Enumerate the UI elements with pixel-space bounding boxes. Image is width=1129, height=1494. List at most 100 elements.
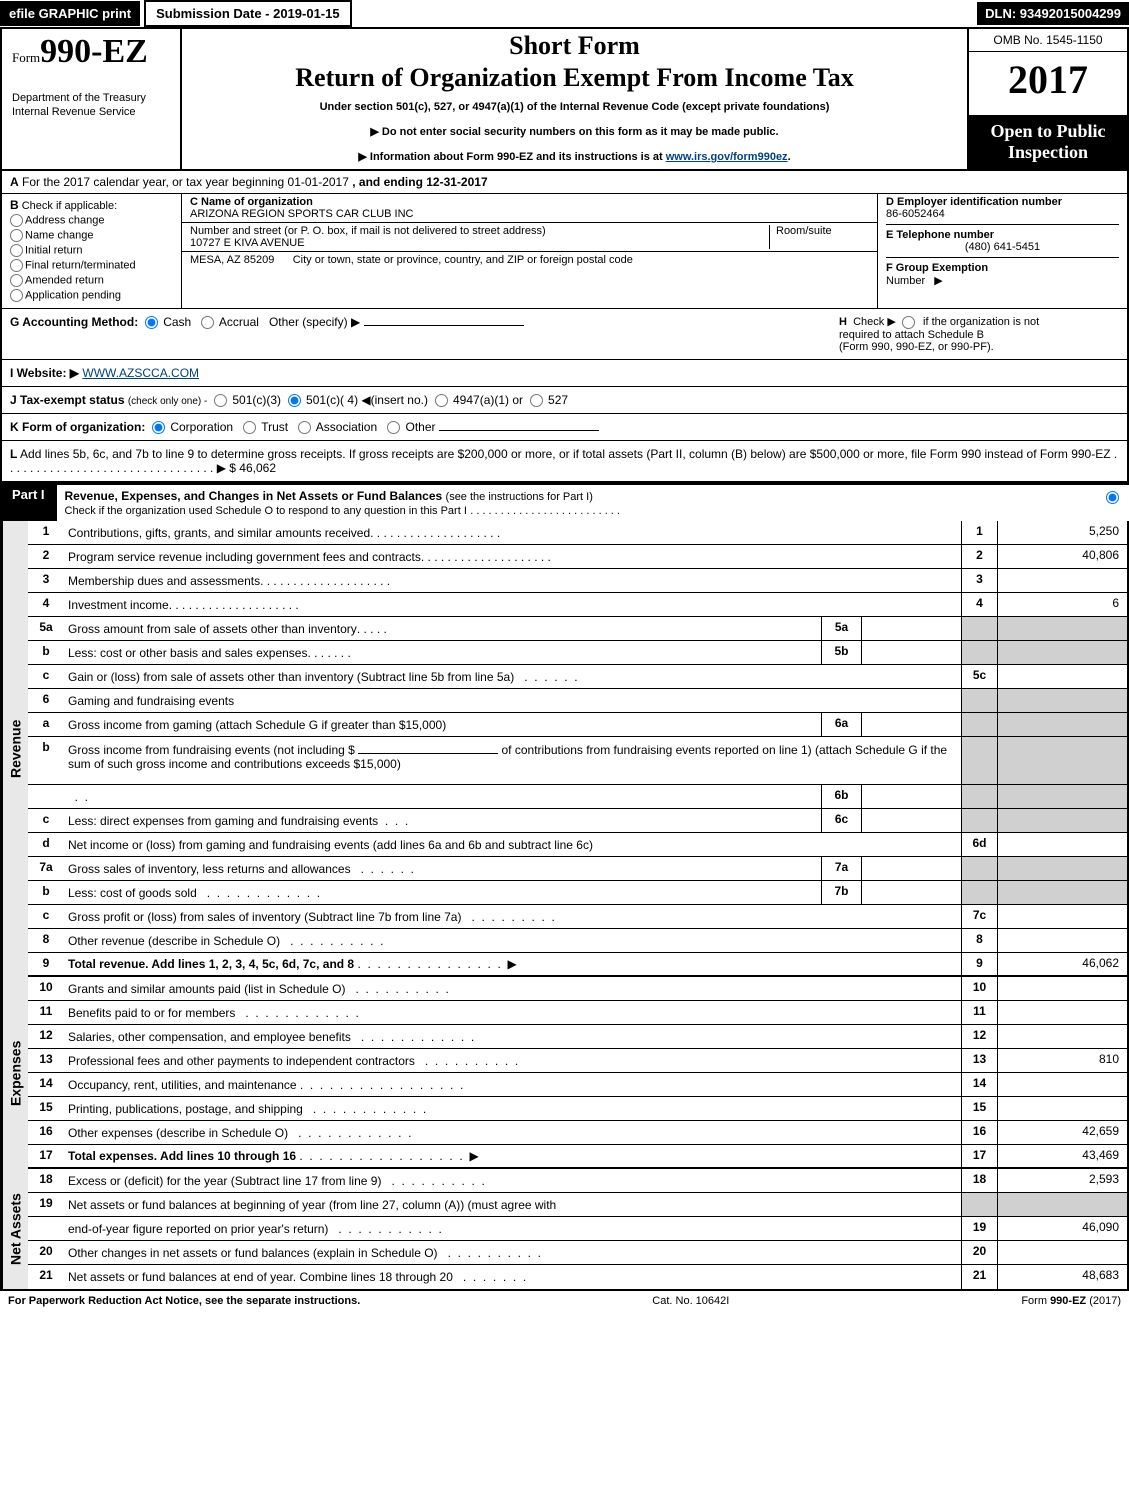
line-6c: c Less: direct expenses from gaming and …: [28, 809, 1127, 833]
form-prefix: Form: [12, 50, 40, 65]
ln-16-desc: Other expenses (describe in Schedule O) …: [64, 1121, 961, 1144]
radio-trust[interactable]: [243, 421, 256, 434]
instructions-link[interactable]: www.irs.gov/form990ez: [666, 151, 788, 163]
ln-5b-num: b: [28, 641, 64, 664]
tax-year: 2017: [969, 52, 1127, 107]
box-c-wrap: C Name of organization ARIZONA REGION SP…: [182, 194, 877, 308]
footer-right-post: (2017): [1086, 1295, 1121, 1307]
line-19a: 19 Net assets or fund balances at beginn…: [28, 1193, 1127, 1217]
part1-check-text: Check if the organization used Schedule …: [65, 505, 467, 517]
form-page: efile GRAPHIC print Submission Date - 20…: [0, 0, 1129, 1311]
ln-15-desc: Printing, publications, postage, and shi…: [64, 1097, 961, 1120]
ln-6-shadebox: [961, 689, 997, 712]
radio-accrual[interactable]: [201, 316, 214, 329]
line-11: 11 Benefits paid to or for members . . .…: [28, 1001, 1127, 1025]
g-accounting: G Accounting Method: Cash Accrual Other …: [10, 315, 839, 329]
chk-final-return: Final return/terminated: [10, 259, 173, 272]
radio-corp[interactable]: [152, 421, 165, 434]
radio-527[interactable]: [530, 394, 543, 407]
website-link[interactable]: WWW.AZSCCA.COM: [82, 366, 199, 380]
ln-6b-desc2: . .: [64, 785, 821, 808]
section-a-end: , and ending 12-31-2017: [352, 175, 487, 189]
radio-501c4[interactable]: [288, 394, 301, 407]
radio-h-check[interactable]: [902, 316, 915, 329]
efile-print-button[interactable]: efile GRAPHIC print: [0, 1, 140, 26]
line-5c: c Gain or (loss) from sale of assets oth…: [28, 665, 1127, 689]
part1-sub: (see the instructions for Part I): [446, 491, 593, 503]
dept-line2: Internal Revenue Service: [12, 105, 174, 119]
radio-final-return[interactable]: [10, 259, 23, 272]
ln-19-box: 19: [961, 1217, 997, 1240]
ln-17-box: 17: [961, 1145, 997, 1167]
street-val: 10727 E KIVA AVENUE: [190, 237, 305, 249]
ln-5a-shadeval: [997, 617, 1127, 640]
g-h-row: G Accounting Method: Cash Accrual Other …: [0, 309, 1129, 360]
ln-6b-shadebox2: [961, 785, 997, 808]
ln-7b-desc: Less: cost of goods sold . . . . . . . .…: [64, 881, 821, 904]
revenue-vlabel: Revenue: [2, 521, 28, 977]
lbl-corp: Corporation: [170, 420, 233, 434]
page-footer: For Paperwork Reduction Act Notice, see …: [0, 1291, 1129, 1311]
ln-19a-desc: Net assets or fund balances at beginning…: [64, 1193, 961, 1216]
radio-pending[interactable]: [10, 289, 23, 302]
radio-initial-return[interactable]: [10, 244, 23, 257]
ln-9-arrow: ▶: [507, 957, 516, 971]
ln-4-desc: Investment income: [64, 593, 961, 616]
j-sub: (check only one) -: [128, 396, 207, 407]
lbl-pending: Application pending: [25, 289, 121, 301]
ln-5b-shadeval: [997, 641, 1127, 664]
ln-19b-desc: end-of-year figure reported on prior yea…: [64, 1217, 961, 1240]
h-text1: Check ▶: [853, 316, 896, 328]
ln-4-num: 4: [28, 593, 64, 616]
radio-4947[interactable]: [435, 394, 448, 407]
ln-15-val: [997, 1097, 1127, 1120]
radio-name-change[interactable]: [10, 229, 23, 242]
line-2: 2 Program service revenue including gove…: [28, 545, 1127, 569]
footer-right-pre: Form: [1021, 1295, 1050, 1307]
line-4: 4 Investment income 4 6: [28, 593, 1127, 617]
ln-7b-shadebox: [961, 881, 997, 904]
radio-501c3[interactable]: [214, 394, 227, 407]
ln-16-box: 16: [961, 1121, 997, 1144]
line-6a: a Gross income from gaming (attach Sched…: [28, 713, 1127, 737]
ln-5b-shadebox: [961, 641, 997, 664]
radio-cash[interactable]: [145, 316, 158, 329]
radio-amended[interactable]: [10, 274, 23, 287]
org-name: ARIZONA REGION SPORTS CAR CLUB INC: [190, 208, 414, 220]
radio-schedule-o[interactable]: [1106, 491, 1119, 504]
ln-16-val: 42,659: [997, 1121, 1127, 1144]
ln-9-val: 46,062: [997, 953, 1127, 975]
part1-check-box: [1098, 483, 1129, 521]
ln-10-val: [997, 977, 1127, 1000]
ln-8-num: 8: [28, 929, 64, 952]
ln-7a-subval: [861, 857, 961, 880]
ln-12-val: [997, 1025, 1127, 1048]
ln-7c-val: [997, 905, 1127, 928]
ln-17-val: 43,469: [997, 1145, 1127, 1167]
line-6d: d Net income or (loss) from gaming and f…: [28, 833, 1127, 857]
chk-address-change: Address change: [10, 214, 173, 227]
ln-3-box: 3: [961, 569, 997, 592]
ln-5a-subval: [861, 617, 961, 640]
h-label: H: [839, 316, 847, 328]
ln-9-num: 9: [28, 953, 64, 975]
radio-address-change[interactable]: [10, 214, 23, 227]
ln-1-val: 5,250: [997, 521, 1127, 544]
k-label: K Form of organization:: [10, 420, 145, 434]
radio-other-org[interactable]: [387, 421, 400, 434]
chk-name-change: Name change: [10, 229, 173, 242]
ln-5b-sub: 5b: [821, 641, 861, 664]
ln-17-arrow: ▶: [469, 1149, 478, 1163]
i-label: I Website: ▶: [10, 366, 79, 380]
ln-6b-shadebox: [961, 737, 997, 784]
chk-initial-return: Initial return: [10, 244, 173, 257]
j-status-row: J Tax-exempt status (check only one) - 5…: [0, 387, 1129, 414]
bullet-1: ▶ Do not enter social security numbers o…: [188, 125, 961, 138]
other-org-underline: [439, 430, 599, 431]
line-13: 13 Professional fees and other payments …: [28, 1049, 1127, 1073]
ln-11-num: 11: [28, 1001, 64, 1024]
ln-9-desc: Total revenue. Add lines 1, 2, 3, 4, 5c,…: [64, 953, 961, 975]
radio-assoc[interactable]: [298, 421, 311, 434]
ln-7a-sub: 7a: [821, 857, 861, 880]
phone-value: (480) 641-5451: [886, 241, 1119, 253]
